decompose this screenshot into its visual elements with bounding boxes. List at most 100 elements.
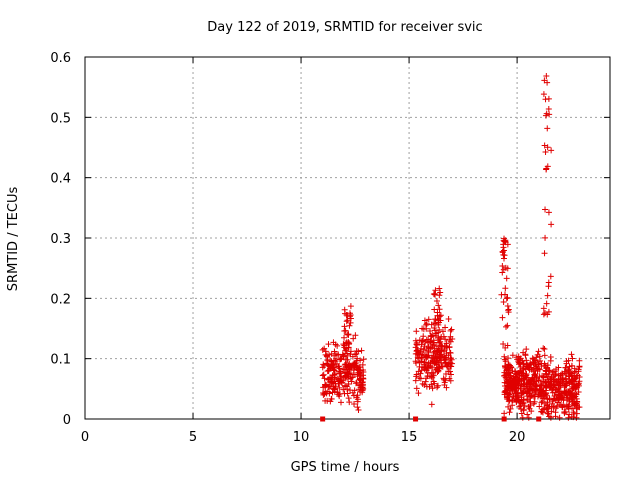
data-point bbox=[500, 244, 507, 251]
data-point bbox=[563, 358, 570, 365]
data-point bbox=[505, 379, 512, 386]
data-point bbox=[527, 381, 534, 388]
data-point bbox=[334, 342, 341, 349]
data-point bbox=[344, 317, 351, 324]
data-point bbox=[346, 322, 353, 329]
data-point bbox=[548, 374, 555, 381]
data-point bbox=[340, 341, 347, 348]
data-point bbox=[335, 368, 342, 375]
data-point bbox=[542, 370, 549, 377]
data-point bbox=[531, 359, 538, 366]
data-point bbox=[449, 360, 456, 367]
data-point bbox=[343, 366, 350, 373]
data-point bbox=[544, 292, 551, 299]
data-point bbox=[503, 295, 510, 302]
x-axis-marker bbox=[501, 416, 507, 422]
data-point bbox=[428, 381, 435, 388]
data-point bbox=[439, 328, 446, 335]
data-point bbox=[523, 357, 530, 364]
data-point bbox=[531, 372, 538, 379]
data-point bbox=[357, 364, 364, 371]
data-point bbox=[520, 389, 527, 396]
data-point bbox=[501, 410, 508, 417]
data-point bbox=[514, 371, 521, 378]
data-point bbox=[545, 209, 552, 216]
data-point bbox=[435, 334, 442, 341]
data-point bbox=[437, 312, 444, 319]
data-point bbox=[499, 249, 506, 256]
data-point bbox=[433, 298, 440, 305]
data-point bbox=[447, 338, 454, 345]
data-point bbox=[566, 379, 573, 386]
data-point bbox=[427, 338, 434, 345]
data-point bbox=[555, 364, 562, 371]
data-point bbox=[552, 409, 559, 416]
data-point bbox=[543, 110, 550, 117]
data-point bbox=[503, 275, 510, 282]
data-point bbox=[348, 378, 355, 385]
data-point bbox=[540, 91, 547, 98]
data-point bbox=[501, 353, 508, 360]
data-point bbox=[346, 399, 353, 406]
data-point bbox=[414, 354, 421, 361]
data-point bbox=[576, 404, 583, 411]
data-point bbox=[360, 356, 367, 363]
data-point bbox=[504, 376, 511, 383]
data-point bbox=[576, 357, 583, 364]
y-tick-label: 0.6 bbox=[50, 51, 71, 66]
data-point bbox=[502, 285, 509, 292]
data-point bbox=[437, 289, 444, 296]
data-point bbox=[446, 349, 453, 356]
data-point bbox=[518, 377, 525, 384]
data-point bbox=[544, 125, 551, 132]
data-point bbox=[500, 298, 507, 305]
data-point bbox=[555, 376, 562, 383]
data-point bbox=[426, 363, 433, 370]
data-point bbox=[540, 305, 547, 312]
data-point bbox=[536, 383, 543, 390]
data-point bbox=[342, 372, 349, 379]
data-point bbox=[523, 346, 530, 353]
data-point bbox=[544, 410, 551, 417]
data-point bbox=[542, 149, 549, 156]
data-point bbox=[432, 316, 439, 323]
data-point bbox=[499, 314, 506, 321]
data-point bbox=[440, 375, 447, 382]
data-point bbox=[541, 250, 548, 257]
data-point bbox=[335, 380, 342, 387]
data-point bbox=[355, 407, 362, 414]
data-point bbox=[561, 388, 568, 395]
data-point bbox=[418, 338, 425, 345]
data-point bbox=[354, 371, 361, 378]
data-point bbox=[354, 404, 361, 411]
data-point bbox=[330, 364, 337, 371]
data-point bbox=[353, 380, 360, 387]
data-point bbox=[345, 381, 352, 388]
data-point bbox=[552, 372, 559, 379]
data-point bbox=[326, 365, 333, 372]
chart-title: Day 122 of 2019, SRMTID for receiver svi… bbox=[207, 20, 482, 35]
data-point bbox=[502, 239, 509, 246]
data-point bbox=[422, 378, 429, 385]
data-point bbox=[441, 356, 448, 363]
data-point bbox=[420, 346, 427, 353]
data-point bbox=[529, 355, 536, 362]
data-point bbox=[502, 264, 509, 271]
data-point bbox=[417, 345, 424, 352]
data-point bbox=[445, 316, 452, 323]
data-point bbox=[542, 234, 549, 241]
data-point bbox=[335, 351, 342, 358]
data-point bbox=[412, 377, 419, 384]
data-point bbox=[416, 374, 423, 381]
data-point bbox=[330, 339, 337, 346]
data-point bbox=[538, 399, 545, 406]
data-point bbox=[350, 335, 357, 342]
data-point bbox=[334, 389, 341, 396]
axis-ticks: 0 5 10 15 20 0 0.1 0.2 0.3 0.4 0.5 0.6 bbox=[50, 51, 610, 445]
data-point bbox=[547, 414, 554, 421]
data-point bbox=[547, 273, 554, 280]
data-point bbox=[328, 374, 335, 381]
data-point bbox=[559, 394, 566, 401]
data-point bbox=[448, 355, 455, 362]
data-point bbox=[418, 367, 425, 374]
